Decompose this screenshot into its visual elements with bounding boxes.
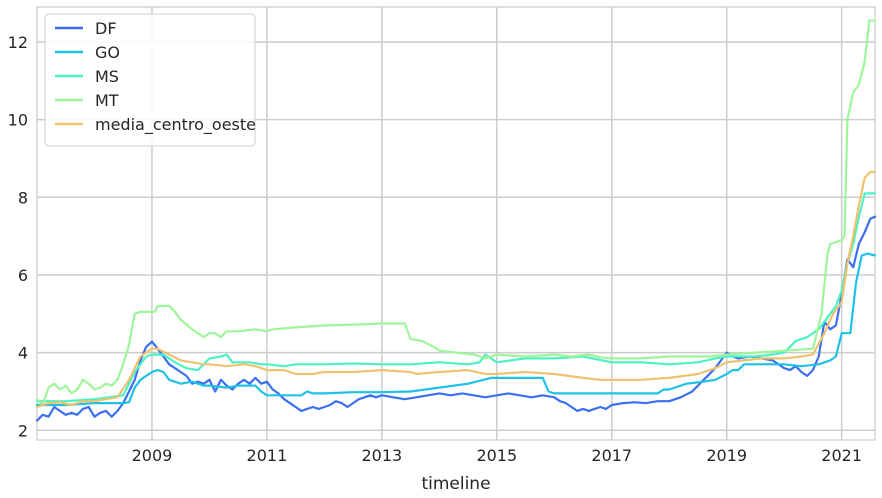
x-axis: 2009 2011 2013 2015 2017 2019 2021 [132,446,862,465]
x-tick-label: 2021 [821,446,862,465]
legend-label: MT [95,91,119,110]
legend-label: GO [95,43,120,62]
y-axis: 2 4 6 8 10 12 [8,33,28,440]
y-tick-label: 12 [8,33,28,52]
legend-label: DF [95,19,117,38]
y-tick-label: 4 [18,344,28,363]
y-tick-label: 10 [8,111,28,130]
y-tick-label: 6 [18,266,28,285]
legend: DF GO MS MT media_centro_oeste [44,13,256,147]
x-tick-label: 2015 [476,446,517,465]
legend-label: MS [95,67,119,86]
series-line-media-centro-oeste [35,170,877,409]
series-line-go [35,252,877,407]
y-tick-label: 2 [18,421,28,440]
series-line-ms [35,192,877,403]
legend-label: media_centro_oeste [95,115,256,135]
x-tick-label: 2017 [591,446,632,465]
series-line-mt [35,19,877,407]
x-tick-label: 2009 [132,446,173,465]
x-tick-label: 2019 [706,446,747,465]
y-tick-label: 8 [18,188,28,207]
x-tick-label: 2013 [361,446,402,465]
series-layer [35,19,877,422]
legend-box [44,13,256,147]
x-tick-label: 2011 [247,446,288,465]
x-axis-title: timeline [421,474,490,494]
